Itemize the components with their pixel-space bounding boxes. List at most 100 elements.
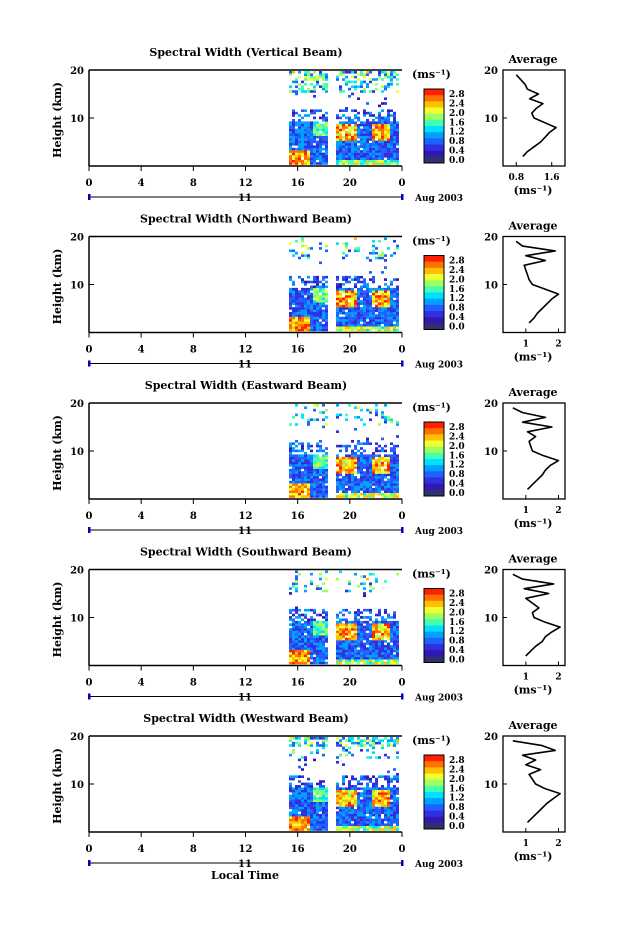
y-axis-label: Height (km)	[51, 82, 64, 158]
heatmap-cell	[387, 75, 390, 79]
heatmap-cell	[319, 116, 322, 120]
heatmap-cell	[372, 143, 375, 146]
heatmap-cell	[363, 126, 366, 129]
heatmap-cell	[336, 825, 339, 829]
heatmap-cell	[351, 138, 354, 141]
heatmap-cell	[384, 775, 387, 778]
heatmap-cell	[369, 145, 372, 148]
heatmap-cell	[292, 608, 295, 612]
heatmap-cell	[301, 495, 304, 498]
heatmap-cell	[301, 278, 304, 281]
heatmap-cell	[396, 739, 399, 742]
heatmap-cell	[354, 302, 357, 305]
heatmap-cell	[304, 806, 307, 810]
heatmap-cell	[381, 456, 384, 460]
heatmap-cell	[298, 818, 301, 822]
heatmap-cell	[304, 471, 307, 474]
heatmap-cell	[342, 816, 345, 819]
heatmap-cell	[387, 85, 390, 88]
heatmap-cell	[345, 492, 348, 496]
heatmap-cell	[390, 652, 393, 655]
heatmap-cell	[322, 813, 325, 817]
heatmap-cell	[378, 801, 381, 805]
heatmap-cell	[393, 287, 396, 291]
heatmap-cell	[322, 468, 325, 472]
heatmap-cell	[301, 326, 304, 329]
heatmap-cell	[342, 647, 345, 650]
heatmap-cell	[360, 620, 363, 624]
heatmap-cell	[316, 587, 319, 590]
heatmap-cell	[375, 809, 378, 812]
heatmap-cell	[316, 280, 319, 284]
heatmap-cell	[316, 78, 319, 81]
heatmap-cell	[316, 613, 319, 617]
heatmap-cell	[295, 302, 298, 305]
heatmap-cell	[336, 782, 339, 786]
heatmap-cell	[298, 620, 301, 624]
heatmap-cell	[384, 635, 387, 638]
heatmap-cell	[339, 295, 342, 298]
heatmap-cell	[372, 744, 375, 747]
heatmap-cell	[363, 654, 366, 658]
heatmap-cell	[372, 314, 375, 317]
heatmap-cell	[369, 466, 372, 469]
heatmap-cell	[304, 763, 307, 766]
heatmap-cell	[357, 326, 360, 329]
heatmap-cell	[387, 121, 390, 124]
heatmap-cell	[295, 652, 298, 655]
colorbar-swatch	[424, 637, 444, 645]
heatmap-cell	[295, 78, 298, 81]
heatmap-cell	[366, 299, 369, 303]
heatmap-cell	[313, 632, 316, 636]
heatmap-cell	[372, 319, 375, 322]
heatmap-cell	[307, 150, 310, 153]
colorbar-swatch	[424, 471, 444, 478]
heatmap-cell	[310, 461, 313, 465]
heatmap-cell	[310, 816, 313, 819]
heatmap-cell	[357, 316, 360, 320]
heatmap-cell	[307, 456, 310, 460]
heatmap-cell	[372, 307, 375, 310]
heatmap-cell	[304, 321, 307, 325]
heatmap-cell	[366, 818, 369, 822]
heatmap-cell	[354, 640, 357, 643]
heatmap-cell	[316, 304, 319, 308]
heatmap-cell	[325, 466, 328, 469]
heatmap-cell	[363, 492, 366, 496]
colorbar-tick-label: 0.8	[449, 304, 465, 314]
heatmap-cell	[298, 159, 301, 163]
heatmap-cell	[339, 287, 342, 291]
heatmap-cell	[372, 809, 375, 812]
heatmap-cell	[375, 123, 378, 127]
heatmap-cell	[360, 145, 363, 148]
heatmap-cell	[325, 647, 328, 650]
heatmap-cell	[390, 818, 393, 822]
heatmap-cell	[387, 295, 390, 298]
heatmap-cell	[345, 126, 348, 129]
heatmap-cell	[310, 782, 313, 786]
heatmap-cell	[381, 799, 384, 802]
heatmap-cell	[325, 131, 328, 134]
colorbar-tick-label: 2.8	[449, 257, 465, 267]
heatmap-cell	[301, 140, 304, 144]
heatmap-cell	[322, 825, 325, 829]
heatmap-cell	[384, 787, 387, 790]
average-profile-line	[512, 740, 561, 823]
heatmap-cell	[322, 162, 325, 165]
heatmap-cell	[289, 162, 292, 165]
heatmap-cell	[360, 85, 363, 88]
heatmap-cell	[351, 659, 354, 662]
heatmap-cell	[319, 261, 322, 265]
heatmap-cell	[357, 247, 360, 250]
heatmap-cell	[348, 488, 351, 491]
heatmap-cell	[375, 476, 378, 479]
heatmap-cell	[304, 468, 307, 472]
heatmap-cell	[393, 616, 396, 619]
heatmap-cell	[295, 468, 298, 472]
heatmap-cell	[307, 488, 310, 491]
heatmap-cell	[393, 495, 396, 498]
heatmap-cell	[366, 661, 369, 665]
heatmap-cell	[366, 642, 369, 646]
heatmap-cell	[366, 739, 369, 742]
heatmap-cell	[295, 326, 298, 329]
